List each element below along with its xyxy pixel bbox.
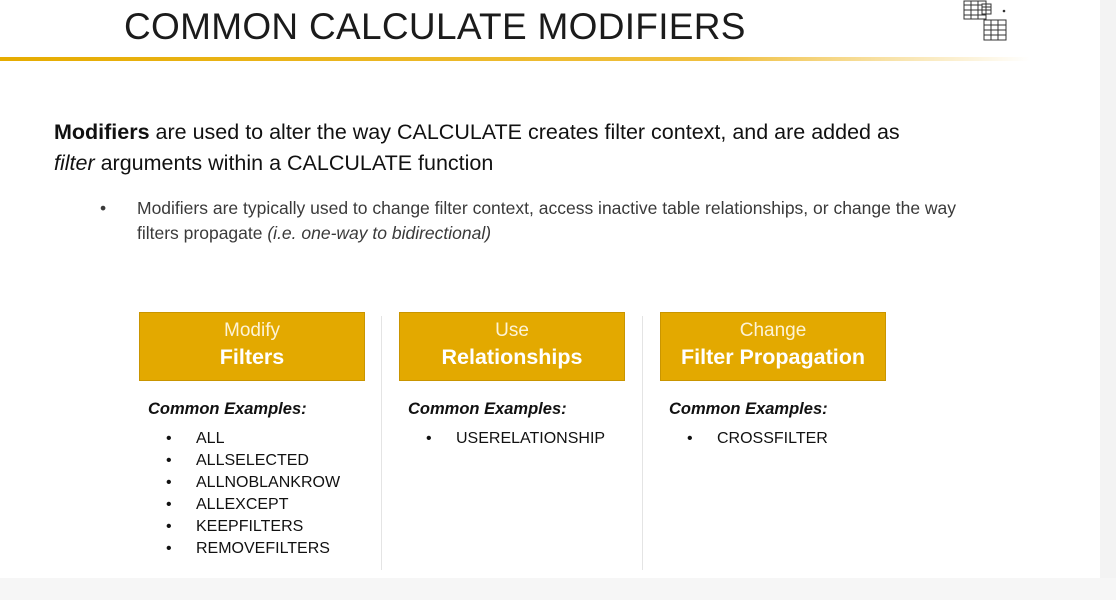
bullet-symbol: • [166, 474, 172, 491]
column-header-top: Use [495, 320, 529, 341]
bullet-symbol: • [166, 540, 172, 557]
lead-text-2: arguments within a CALCULATE function [94, 151, 494, 175]
list-item-label: CROSSFILTER [717, 430, 828, 447]
sub-bullet-text: Modifiers are typically used to change f… [137, 196, 1000, 246]
examples-label: Common Examples: [408, 400, 567, 418]
list-item-label: ALLSELECTED [196, 452, 309, 469]
window-edge [1100, 0, 1116, 600]
column-change-filter-propagation: Change Filter Propagation Common Example… [660, 312, 886, 450]
column-modify-filters: Modify Filters Common Examples: • ALL • AL… [139, 312, 365, 560]
sub-bullet-italic: (i.e. one-way to bidirectional) [267, 223, 492, 243]
bullet-symbol: • [166, 496, 172, 513]
bullet-symbol: • [166, 518, 172, 535]
title-underline [0, 57, 1030, 61]
table-icon [963, 0, 1007, 41]
column-divider [381, 316, 382, 570]
column-header-top: Change [739, 320, 807, 341]
column-divider [642, 316, 643, 570]
list-item: • ALLNOBLANKROW [139, 472, 365, 494]
column-header-bottom: Relationships [441, 345, 583, 369]
list-item-label: KEEPFILTERS [196, 518, 304, 535]
examples-list: • ALL • ALLSELECTED • ALLNOBLANKROW • ALLEXC… [139, 428, 365, 560]
sub-bullet: • Modifiers are typically used to change… [100, 196, 1000, 246]
list-item: • CROSSFILTER [660, 428, 886, 450]
lead-paragraph: Modifiers are used to alter the way CALC… [54, 117, 1014, 179]
column-header-top: Modify [224, 320, 280, 341]
list-item: • REMOVEFILTERS [139, 538, 365, 560]
bullet-symbol: • [426, 430, 432, 447]
examples-label: Common Examples: [148, 400, 307, 418]
bullet-symbol: • [166, 430, 172, 447]
sub-bullet-main: Modifiers are typically used to change f… [137, 198, 957, 243]
column-header-box: Change Filter Propagation [660, 312, 886, 381]
list-item: • ALLSELECTED [139, 450, 365, 472]
column-use-relationships: Use Relationships Common Examples: • USER… [399, 312, 625, 450]
list-item-label: ALLEXCEPT [196, 496, 289, 513]
list-item: • USERELATIONSHIP [399, 428, 625, 450]
lead-bold: Modifiers [54, 120, 150, 144]
examples-list: • CROSSFILTER [660, 428, 886, 450]
examples-list: • USERELATIONSHIP [399, 428, 625, 450]
column-header-box: Modify Filters [139, 312, 365, 381]
list-item: • ALL [139, 428, 365, 450]
column-header-bottom: Filters [219, 345, 285, 369]
examples-label: Common Examples: [669, 400, 828, 418]
column-header-bottom: Filter Propagation [681, 345, 865, 369]
bullet-symbol: • [100, 198, 107, 218]
list-item-label: USERELATIONSHIP [456, 430, 606, 447]
list-item: • ALLEXCEPT [139, 494, 365, 516]
lead-italic: filter [54, 151, 95, 175]
bullet-symbol: • [687, 430, 693, 447]
column-header-box: Use Relationships [399, 312, 625, 381]
list-item-label: ALL [196, 430, 225, 447]
list-item-label: ALLNOBLANKROW [196, 474, 341, 491]
list-item-label: REMOVEFILTERS [196, 540, 330, 557]
window-bottom-edge [0, 578, 1116, 600]
slide: COMMON CALCULATE MODIFIERS Modifiers are… [0, 0, 1030, 570]
lead-text-1: are used to alter the way CALCULATE crea… [149, 120, 900, 144]
bullet-symbol: • [166, 452, 172, 469]
list-item: • KEEPFILTERS [139, 516, 365, 538]
slide-title: COMMON CALCULATE MODIFIERS [124, 6, 746, 47]
